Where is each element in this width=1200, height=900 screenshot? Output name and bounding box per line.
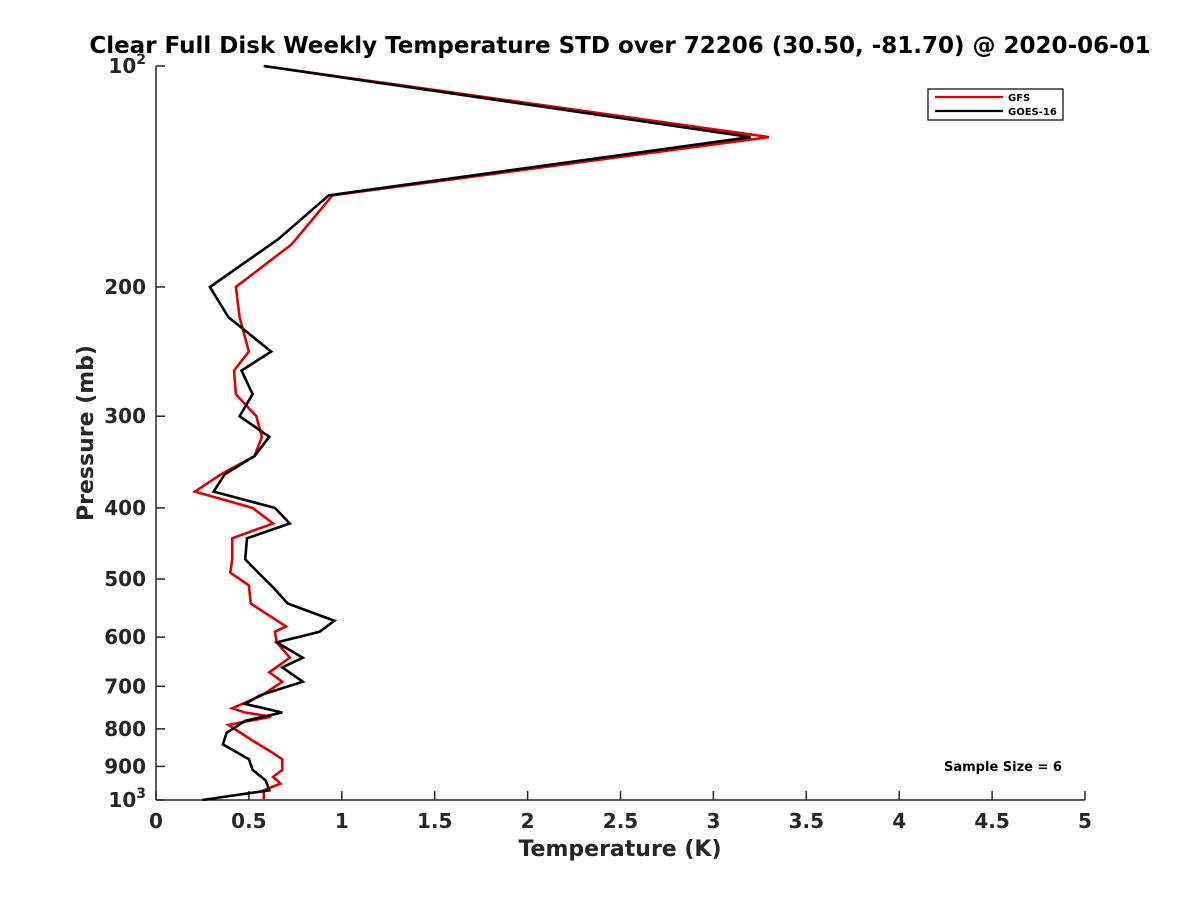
x-tick-label: 2 [521,809,535,833]
x-axis-label: Temperature (K) [518,837,721,862]
x-tick-label: 4.5 [974,809,1009,833]
y-tick-label: 800 [104,717,146,741]
series-lines [191,64,770,802]
sample-size-annotation: Sample Size = 6 [944,760,1062,775]
legend-label-gfs: GFS [1008,93,1030,104]
y-tick-label: 400 [104,496,146,520]
x-tick-label: 3 [706,809,720,833]
x-tick-label: 5 [1078,809,1092,833]
series-line-gfs [191,64,770,800]
y-tick-label: 700 [104,674,146,698]
y-axis-ticks: 102 200 300 400 500 600 700 800 900 103 [104,52,165,812]
y-tick-label: 102 [108,52,146,78]
x-tick-label: 4 [892,809,906,833]
legend-box [927,88,1064,121]
y-axis-label: Pressure (mb) [74,345,99,521]
y-tick-label: 200 [104,275,146,299]
x-tick-label: 1.5 [417,809,452,833]
x-axis-ticks: 0 0.5 1 1.5 2 2.5 3 3.5 4 4.5 5 [149,791,1092,833]
legend: GFS GOES-16 [927,88,1064,121]
y-tick-label: 103 [108,786,146,812]
chart-title: Clear Full Disk Weekly Temperature STD o… [89,33,1150,59]
legend-label-goes16: GOES-16 [1008,107,1057,118]
y-tick-label: 500 [104,567,146,591]
y-tick-label: 300 [104,404,146,428]
x-tick-label: 1 [335,809,349,833]
y-tick-label: 600 [104,625,146,649]
x-tick-label: 3.5 [789,809,824,833]
y-tick-label: 900 [104,754,146,778]
x-tick-label: 0.5 [231,809,266,833]
series-line-goes16 [202,64,751,802]
x-tick-label: 2.5 [603,809,638,833]
x-tick-label: 0 [149,809,163,833]
